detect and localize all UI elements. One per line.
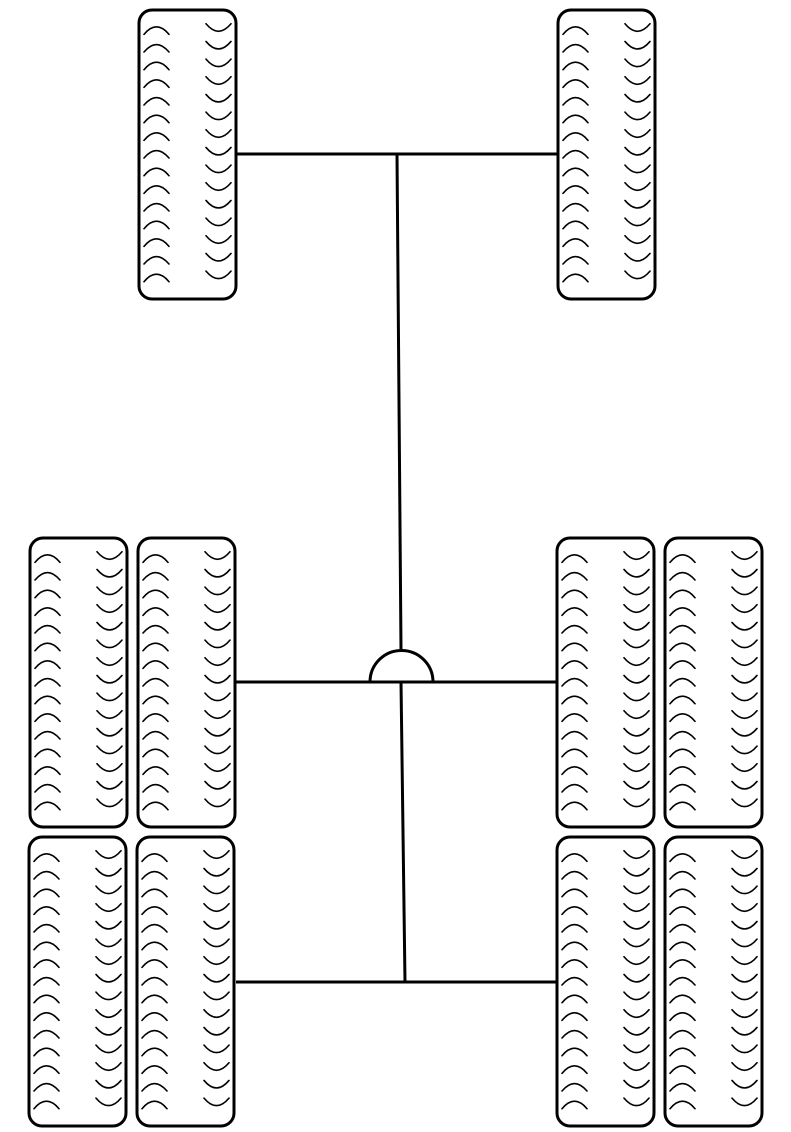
rear-left-outer-tire <box>27 835 128 1128</box>
tire-tread-left <box>669 853 696 1110</box>
front-driveshaft <box>395 153 403 651</box>
tire-tread-right <box>204 550 231 808</box>
driveshafts-group <box>395 153 407 983</box>
tire-tread-right <box>95 849 122 1107</box>
tire-tread-right <box>623 550 650 808</box>
rear-right-inner-tire <box>555 835 656 1128</box>
rear-right-outer-tire <box>663 835 764 1128</box>
front-left-tire <box>137 8 238 301</box>
tire-tread-left <box>561 554 588 811</box>
tire-tread-right <box>623 849 650 1107</box>
tire-tread-left <box>33 853 60 1110</box>
front-right-tire <box>556 8 657 301</box>
rear-left-inner-tire <box>135 835 236 1128</box>
tire-tread-left <box>669 554 696 811</box>
rear-driveshaft <box>399 681 407 983</box>
tire-tread-left <box>143 26 170 283</box>
middle-right-outer-tire <box>663 536 764 829</box>
tire-tread-left <box>142 554 169 811</box>
middle-left-inner-tire <box>136 536 237 829</box>
tire-tread-right <box>624 22 651 280</box>
tire-tread-left <box>34 554 61 811</box>
tires-group <box>27 8 764 1128</box>
tire-tread-right <box>731 849 758 1107</box>
tire-tread-left <box>561 853 588 1110</box>
tire-tread-right <box>96 550 123 808</box>
tire-tread-right <box>731 550 758 808</box>
tire-tread-left <box>562 26 589 283</box>
tire-tread-right <box>205 22 232 280</box>
differential-icon <box>368 649 435 684</box>
middle-left-outer-tire <box>28 536 129 829</box>
tire-tread-left <box>141 853 168 1110</box>
tire-tread-right <box>203 849 230 1107</box>
middle-right-inner-tire <box>555 536 656 829</box>
